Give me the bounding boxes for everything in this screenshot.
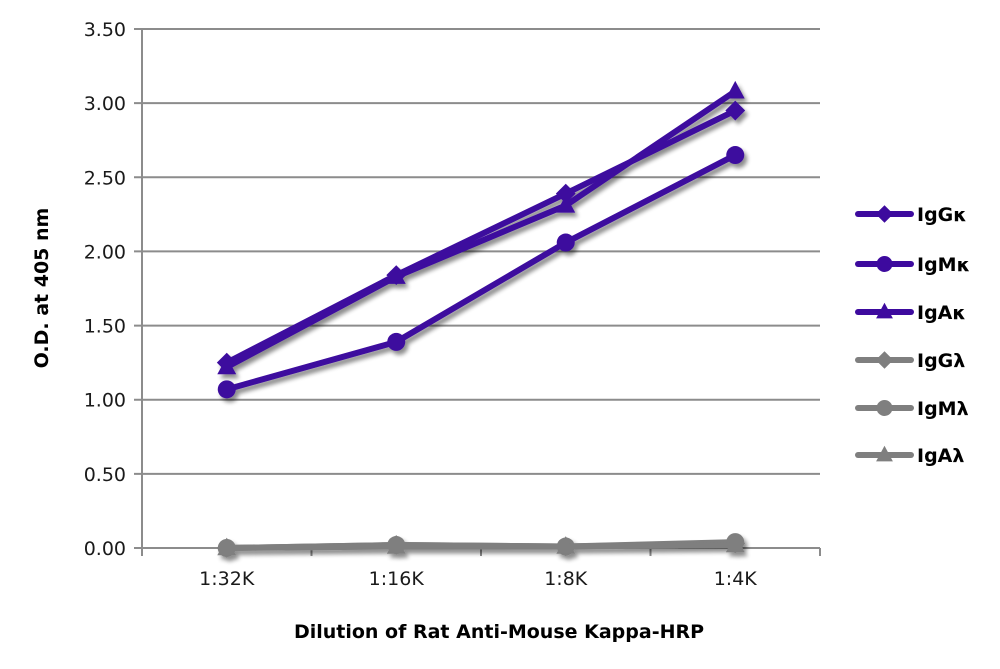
- legend-label: IgGλ: [917, 350, 965, 372]
- legend-item: IgGλ: [855, 350, 965, 372]
- circle-marker: [387, 332, 406, 351]
- x-tick-label: 1:32K: [199, 568, 255, 590]
- x-tick-label: 1:4K: [714, 568, 758, 590]
- y-tick-label: 3.50: [84, 19, 126, 41]
- y-tick-label: 0.50: [84, 464, 126, 486]
- circle-marker: [876, 256, 893, 272]
- series-line: [226, 542, 736, 551]
- diamond-marker: [725, 100, 746, 121]
- y-tick-label: 0.00: [84, 538, 126, 560]
- circle-marker: [726, 146, 745, 165]
- triangle-marker: [556, 195, 576, 213]
- gridlines: [134, 28, 820, 475]
- triangle-marker: [386, 266, 406, 284]
- legend-item: IgAλ: [855, 445, 964, 467]
- legend-item: IgAκ: [855, 302, 966, 324]
- triangle-marker: [217, 356, 237, 375]
- y-tick-label: 1.50: [84, 316, 126, 338]
- y-axis-title: O.D. at 405 nm: [31, 208, 53, 369]
- data-series: [216, 80, 746, 558]
- x-tick-label: 1:8K: [544, 568, 588, 590]
- circle-marker: [217, 380, 236, 399]
- triangle-marker: [217, 537, 237, 556]
- legend-item: IgMλ: [855, 398, 969, 420]
- diamond-marker: [875, 351, 894, 369]
- circle-marker: [876, 400, 893, 416]
- triangle-marker: [876, 445, 893, 462]
- y-tick-label: 1.00: [84, 390, 126, 412]
- y-tick-label: 2.50: [84, 167, 126, 189]
- y-tick-label: 3.00: [84, 93, 126, 115]
- legend-label: IgMλ: [917, 398, 969, 420]
- series-line: [225, 152, 737, 393]
- legend-label: IgMκ: [917, 254, 970, 276]
- x-tick-label: 1:16K: [369, 568, 425, 590]
- y-axis-ticks: 0.00 0.50 1.00 1.50 2.00 2.50 3.00 3.50: [84, 19, 126, 560]
- legend-label: IgAκ: [917, 302, 966, 324]
- x-axis-title: Dilution of Rat Anti-Mouse Kappa-HRP: [294, 621, 704, 643]
- diamond-marker: [875, 205, 894, 223]
- legend: IgGκ IgMκ IgAκ IgGλ IgMλ IgAλ: [855, 204, 970, 467]
- y-tick-label: 2.00: [84, 241, 126, 263]
- legend-label: IgGκ: [917, 204, 967, 226]
- triangle-marker: [556, 536, 576, 554]
- triangle-marker: [386, 536, 406, 554]
- triangle-marker: [725, 534, 745, 553]
- diamond-marker: [555, 183, 576, 204]
- triangle-marker: [876, 302, 893, 319]
- series-IgAκ: [217, 80, 745, 375]
- legend-item: IgGκ: [855, 204, 967, 226]
- series-IgMκ: [217, 146, 745, 399]
- x-axis-ticks: 1:32K 1:16K 1:8K 1:4K: [199, 568, 757, 590]
- legend-item: IgMκ: [855, 254, 970, 276]
- legend-label: IgAλ: [917, 445, 964, 467]
- series-line: [225, 88, 737, 370]
- triangle-marker: [725, 80, 745, 99]
- series-IgAλ: [217, 534, 745, 556]
- circle-marker: [556, 233, 575, 252]
